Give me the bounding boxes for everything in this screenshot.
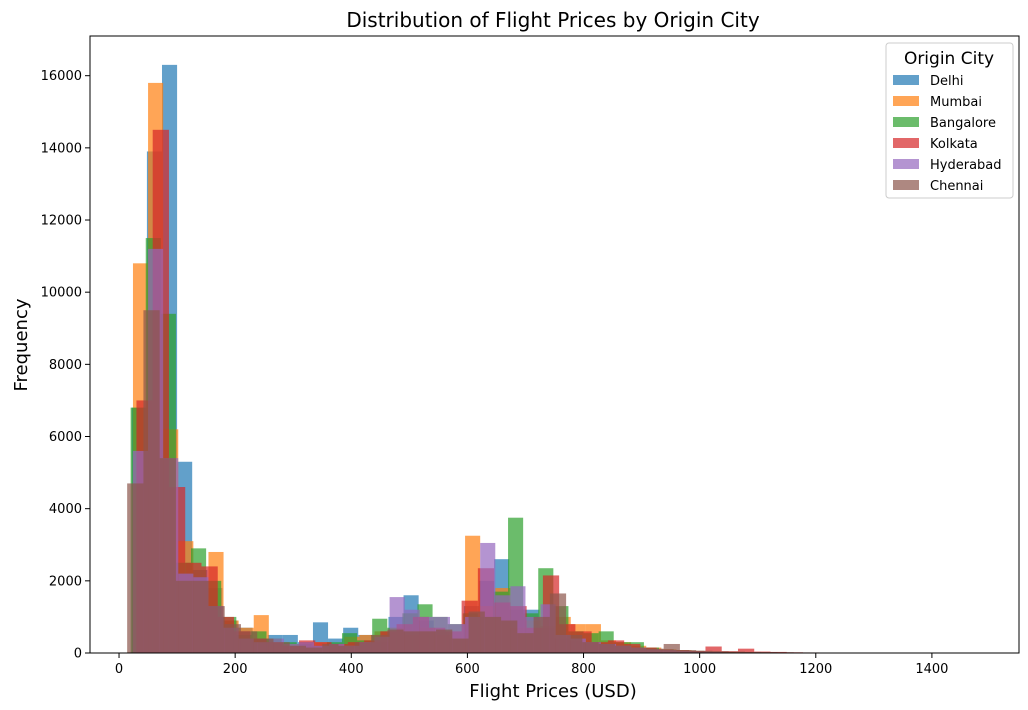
bar-chennai-15: [371, 634, 388, 653]
bar-chennai-12: [322, 643, 339, 653]
bar-chennai-26: [549, 593, 567, 653]
legend-swatch-kolkata: [893, 138, 919, 148]
legend-label-chennai: Chennai: [930, 179, 983, 194]
bar-chennai-29: [598, 643, 615, 653]
bar-chennai-30: [614, 645, 632, 653]
legend-label-delhi: Delhi: [930, 74, 963, 89]
bar-chennai-16: [387, 629, 404, 653]
y-axis-label: Frequency: [11, 298, 32, 391]
bar-chennai-10: [289, 645, 306, 653]
bar-kolkata-37: [737, 648, 755, 653]
legend-swatch-hyderabad: [893, 159, 919, 169]
x-tick-label: 400: [339, 662, 364, 677]
bar-chennai-36: [712, 651, 729, 653]
legend-swatch-mumbai: [893, 96, 919, 106]
bar-chennai-6: [224, 624, 241, 653]
bar-chennai-0: [127, 483, 144, 653]
legend-swatch-bangalore: [893, 117, 919, 127]
bar-chennai-33: [663, 643, 680, 653]
axes-frame: [89, 35, 1020, 654]
bar-chennai-3: [175, 580, 193, 653]
x-axis-label: Flight Prices (USD): [469, 681, 636, 702]
legend-items: Delhi Mumbai Bangalore Kolkata Hyderabad Chen…: [893, 74, 1002, 194]
bar-chennai-31: [631, 647, 648, 653]
legend-title: Origin City: [904, 49, 994, 69]
bar-chennai-32: [647, 648, 664, 653]
bar-chennai-25: [533, 616, 550, 653]
bar-kolkata-35: [705, 646, 722, 653]
bar-chennai-1: [143, 310, 160, 653]
x-tick-label: 200: [223, 662, 248, 677]
bar-chennai-22: [484, 616, 502, 653]
y-tick-label: 10000: [41, 286, 82, 301]
legend-swatch-chennai: [893, 180, 919, 190]
bar-chennai-4: [192, 580, 209, 653]
bar-chennai-7: [240, 631, 258, 653]
bar-chennai-9: [273, 642, 290, 653]
y-tick-label: 0: [74, 647, 82, 662]
chart-title: Distribution of Flight Prices by Origin …: [346, 8, 759, 32]
x-tick-label: 800: [571, 662, 596, 677]
bar-chennai-35: [696, 650, 713, 653]
bar-chennai-17: [403, 631, 420, 653]
bar-chennai-34: [679, 650, 697, 653]
y-tick-label: 6000: [49, 430, 82, 445]
y-tick-label: 16000: [41, 69, 82, 84]
x-tick-label: 1000: [683, 662, 716, 677]
y-tick-label: 8000: [49, 358, 82, 373]
series-chennai: [127, 310, 876, 653]
legend-label-mumbai: Mumbai: [930, 95, 982, 110]
y-tick-label: 12000: [41, 214, 82, 229]
x-tick-label: 1400: [915, 662, 948, 677]
y-axis-ticks: 0 2000 4000 6000 8000 10000 12000 14000 16000: [41, 69, 90, 662]
bar-chennai-14: [354, 642, 372, 653]
x-tick-label: 600: [455, 662, 480, 677]
y-tick-label: 4000: [49, 502, 82, 517]
legend-swatch-delhi: [893, 75, 919, 85]
legend: Origin City Delhi Mumbai Bangalore Kolkata H…: [885, 42, 1014, 199]
x-tick-label: 0: [115, 662, 123, 677]
legend-label-hyderabad: Hyderabad: [930, 158, 1002, 173]
legend-label-kolkata: Kolkata: [930, 137, 978, 152]
bar-chennai-38: [744, 651, 762, 653]
y-tick-label: 14000: [41, 141, 82, 156]
bar-chennai-19: [436, 629, 453, 653]
y-tick-label: 2000: [49, 574, 82, 589]
bar-chennai-18: [419, 631, 437, 653]
bar-chennai-23: [501, 620, 518, 653]
bar-chennai-8: [257, 638, 274, 653]
plot-area: [127, 64, 876, 654]
legend-label-bangalore: Bangalore: [930, 116, 996, 131]
bar-chennai-28: [582, 642, 599, 653]
bar-chennai-5: [208, 606, 225, 653]
x-tick-label: 1200: [799, 662, 832, 677]
bar-chennai-11: [305, 647, 323, 653]
x-axis-ticks: 0 200 400 600 800 1000 1200 1400: [115, 653, 948, 677]
bar-chennai-27: [566, 634, 583, 653]
bar-chennai-37: [728, 651, 745, 653]
bar-chennai-20: [452, 638, 469, 653]
bar-chennai-2: [159, 458, 176, 653]
bar-chennai-24: [517, 633, 534, 653]
bar-chennai-21: [468, 611, 485, 653]
bar-chennai-13: [338, 645, 355, 653]
